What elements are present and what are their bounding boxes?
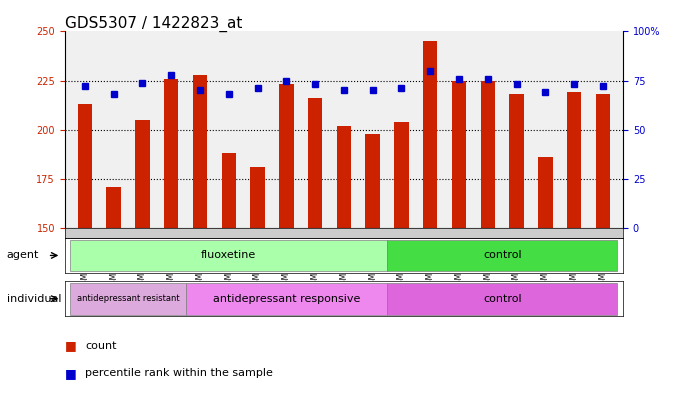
Bar <box>136 120 150 228</box>
Text: control: control <box>483 250 522 261</box>
Text: fluoxetine: fluoxetine <box>201 250 256 261</box>
Text: ■: ■ <box>65 367 76 380</box>
Text: GDS5307 / 1422823_at: GDS5307 / 1422823_at <box>65 16 242 32</box>
Bar <box>387 283 618 314</box>
Bar <box>538 157 552 228</box>
Bar <box>481 81 495 228</box>
Bar <box>308 98 322 228</box>
Bar <box>567 92 582 228</box>
Text: count: count <box>85 341 116 351</box>
Bar <box>221 153 236 228</box>
Bar <box>78 104 92 228</box>
Text: control: control <box>483 294 522 304</box>
Text: antidepressant resistant: antidepressant resistant <box>77 294 179 303</box>
Bar <box>279 84 294 228</box>
Text: percentile rank within the sample: percentile rank within the sample <box>85 368 273 378</box>
Text: agent: agent <box>7 250 39 261</box>
Text: ■: ■ <box>65 339 76 353</box>
Bar <box>452 81 466 228</box>
Bar <box>70 239 387 271</box>
Bar <box>251 167 265 228</box>
Bar <box>186 283 387 314</box>
Bar <box>164 79 178 228</box>
Bar <box>387 239 618 271</box>
Bar <box>336 126 351 228</box>
Bar <box>106 187 121 228</box>
Bar <box>70 283 186 314</box>
Bar <box>509 94 524 228</box>
Text: antidepressant responsive: antidepressant responsive <box>212 294 360 304</box>
Bar <box>193 75 207 228</box>
Bar <box>423 41 437 228</box>
Bar <box>366 134 380 228</box>
Bar <box>596 94 610 228</box>
Text: individual: individual <box>7 294 61 304</box>
Bar <box>394 122 409 228</box>
